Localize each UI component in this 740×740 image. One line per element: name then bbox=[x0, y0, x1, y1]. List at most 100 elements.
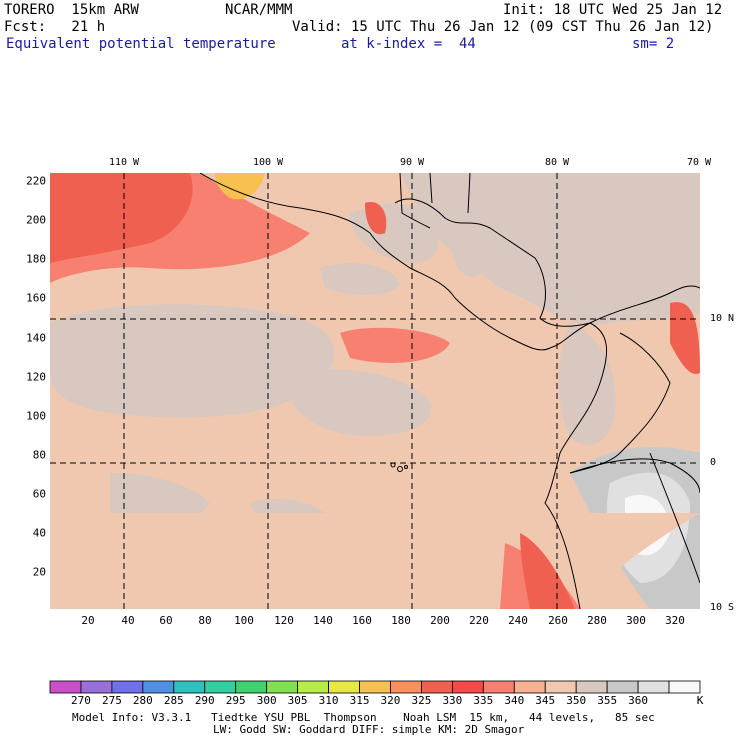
colorbar-level-label: 360 bbox=[628, 694, 649, 707]
x-tick-60: 60 bbox=[159, 614, 173, 627]
graticule bbox=[50, 173, 700, 609]
field-330-nw bbox=[50, 173, 193, 263]
field-345-south bbox=[110, 473, 210, 520]
y-tick-140: 140 bbox=[26, 331, 46, 345]
colorbar-swatch bbox=[266, 680, 299, 694]
x-tick-160: 160 bbox=[352, 614, 372, 627]
colorbar-swatch bbox=[668, 680, 701, 694]
lon-label-70w: 70 W bbox=[686, 157, 712, 168]
x-tick-280: 280 bbox=[587, 614, 607, 627]
x-tick-40: 40 bbox=[121, 614, 135, 627]
colorbar-level-label: 285 bbox=[163, 694, 184, 707]
lat-label-0: 0 bbox=[710, 457, 717, 468]
x-tick-140: 140 bbox=[313, 614, 333, 627]
colorbar-swatch bbox=[173, 680, 206, 694]
field-345-west bbox=[50, 304, 335, 418]
x-tick-120: 120 bbox=[274, 614, 294, 627]
colorbar-swatch bbox=[49, 680, 82, 694]
colorbar-swatch bbox=[80, 680, 113, 694]
x-tick-320: 320 bbox=[665, 614, 685, 627]
x-tick-240: 240 bbox=[508, 614, 528, 627]
lon-label-90w: 90 W bbox=[399, 157, 425, 168]
lon-label-80w: 80 W bbox=[544, 157, 570, 168]
colorbar-swatch bbox=[637, 680, 670, 694]
colorbar-swatch bbox=[482, 680, 515, 694]
valid-time: Valid: 15 UTC Thu 26 Jan 12 (09 CST Thu … bbox=[292, 19, 714, 35]
lon-label-100w: 100 W bbox=[252, 157, 284, 168]
colorbar-swatch bbox=[575, 680, 608, 694]
lat-label-10s: 10 S bbox=[710, 602, 735, 613]
colorbar-level-label: 345 bbox=[535, 694, 556, 707]
colorbar-swatch bbox=[390, 680, 422, 694]
lat-label-10n: 10 N bbox=[710, 313, 735, 324]
y-tick-60: 60 bbox=[32, 487, 46, 501]
field-345-colombia bbox=[558, 323, 616, 445]
colorbar-level-label: 300 bbox=[256, 694, 277, 707]
colorbar-swatch bbox=[606, 680, 639, 694]
x-tick-260: 260 bbox=[548, 614, 568, 627]
colorbar-swatch bbox=[142, 680, 175, 694]
colorbar-level-label: 325 bbox=[411, 694, 432, 707]
field-330-peru bbox=[520, 533, 575, 609]
organization: NCAR/MMM bbox=[225, 2, 293, 18]
lon-label-110w: 110 W bbox=[108, 157, 140, 168]
colorbar-swatch bbox=[111, 680, 144, 694]
colorbar-level-label: 270 bbox=[71, 694, 91, 707]
physics-info: LW: Godd SW: Goddard DIFF: simple KM: 2D… bbox=[213, 723, 525, 736]
colorbar-level-label: 280 bbox=[132, 694, 153, 707]
colorbar-swatch bbox=[359, 680, 391, 694]
colorbar-swatch bbox=[544, 680, 577, 694]
colorbar-level-label: 330 bbox=[442, 694, 463, 707]
x-tick-20: 20 bbox=[81, 614, 95, 627]
colorbar-level-label: 355 bbox=[597, 694, 618, 707]
field-345-north bbox=[320, 263, 400, 295]
model-info: Model Info: V3.3.1 Tiedtke YSU PBL Thomp… bbox=[72, 711, 655, 724]
coastlines bbox=[199, 173, 700, 609]
colorbar-swatch bbox=[513, 680, 546, 694]
y-tick-100: 100 bbox=[26, 409, 46, 423]
y-tick-40: 40 bbox=[32, 526, 46, 540]
y-tick-20: 20 bbox=[32, 565, 46, 579]
colorbar-swatch bbox=[328, 680, 360, 694]
colorbar-level-label: 290 bbox=[194, 694, 215, 707]
x-tick-200: 200 bbox=[430, 614, 450, 627]
colorbar-level-label: 335 bbox=[473, 694, 494, 707]
field-345-central bbox=[287, 369, 432, 437]
y-tick-180: 180 bbox=[26, 252, 46, 266]
field-330-tehuantepec bbox=[365, 202, 387, 235]
colorbar bbox=[49, 680, 701, 694]
x-tick-100: 100 bbox=[234, 614, 254, 627]
x-tick-220: 220 bbox=[469, 614, 489, 627]
level-info: at k-index = 44 bbox=[341, 36, 476, 52]
y-tick-80: 80 bbox=[32, 448, 46, 462]
init-time: Init: 18 UTC Wed 25 Jan 12 bbox=[503, 2, 723, 18]
colorbar-swatch bbox=[204, 680, 237, 694]
colorbar-level-label: 275 bbox=[101, 694, 122, 707]
colorbar-level-label: 320 bbox=[380, 694, 401, 707]
colorbar-level-label: 350 bbox=[566, 694, 587, 707]
x-tick-300: 300 bbox=[626, 614, 646, 627]
smoothing-info: sm= 2 bbox=[632, 36, 675, 52]
x-tick-80: 80 bbox=[198, 614, 212, 627]
galapagos-islands bbox=[390, 462, 408, 472]
field-330-venezuela bbox=[670, 302, 700, 374]
y-tick-200: 200 bbox=[26, 213, 46, 227]
field-345-caribbean bbox=[400, 173, 700, 325]
colorbar-swatch bbox=[235, 680, 268, 694]
colorbar-level-label: 310 bbox=[318, 694, 339, 707]
x-tick-180: 180 bbox=[391, 614, 411, 627]
theta-e-map bbox=[50, 173, 700, 609]
model-name: TORERO 15km ARW bbox=[4, 2, 139, 18]
y-tick-160: 160 bbox=[26, 291, 46, 305]
colorbar-unit: K bbox=[696, 694, 704, 707]
field-name: Equivalent potential temperature bbox=[6, 36, 276, 52]
colorbar-swatch bbox=[421, 680, 453, 694]
colorbar-swatch bbox=[451, 680, 484, 694]
colorbar-level-label: 305 bbox=[287, 694, 308, 707]
colorbar-level-label: 295 bbox=[225, 694, 246, 707]
forecast-hour: Fcst: 21 h bbox=[4, 19, 106, 35]
colorbar-swatch bbox=[297, 680, 329, 694]
y-tick-120: 120 bbox=[26, 370, 46, 384]
y-tick-220: 220 bbox=[26, 174, 46, 188]
field-335-central bbox=[340, 327, 450, 363]
